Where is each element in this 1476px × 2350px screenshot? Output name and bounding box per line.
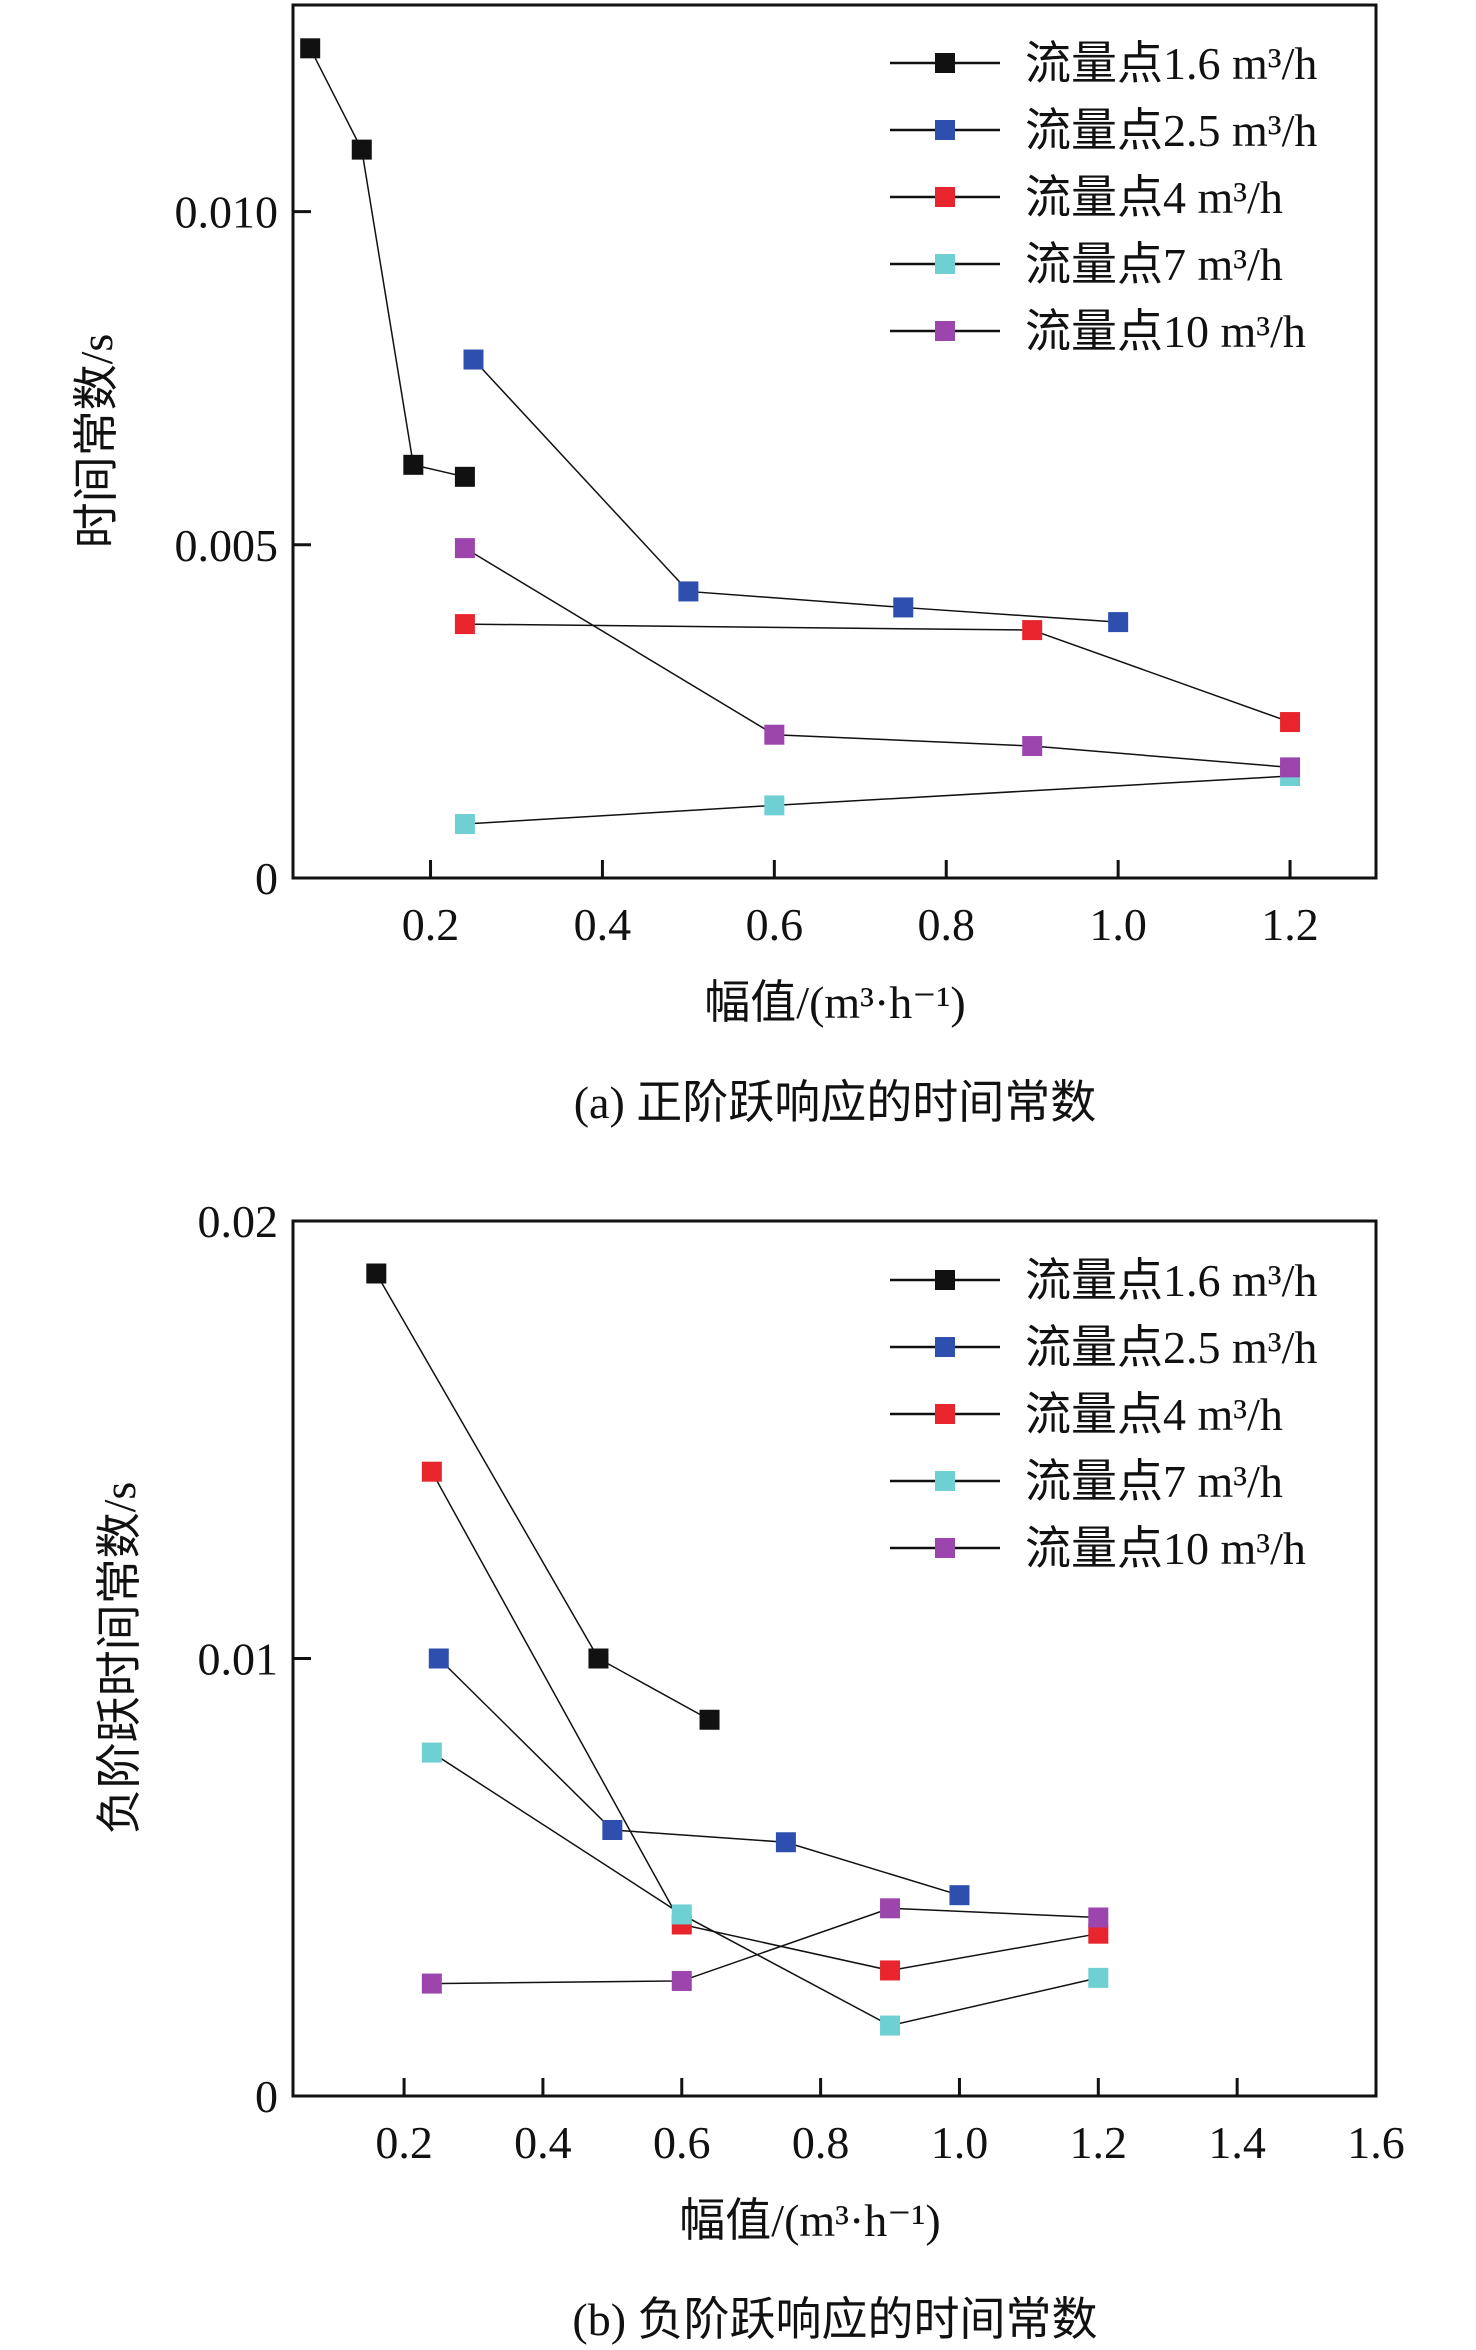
series-line — [464, 775, 1291, 825]
data-point — [1280, 712, 1301, 733]
legend-label: 流量点2.5 m³/h — [1025, 1322, 1317, 1373]
data-point — [454, 614, 475, 635]
chart-a-caption: (a) 正阶跃响应的时间常数 — [574, 1077, 1097, 1128]
series-line — [431, 1471, 1099, 1972]
legend-marker — [935, 1538, 955, 1558]
x-tick-label: 1.0 — [1089, 899, 1147, 950]
legend-marker — [935, 53, 955, 73]
legend-label: 流量点1.6 m³/h — [1025, 1255, 1317, 1306]
plot-frame — [291, 3, 1378, 880]
series-line — [464, 623, 1291, 723]
legend-marker — [935, 1404, 955, 1424]
x-tick-label: 0.2 — [375, 2117, 433, 2168]
data-point — [463, 349, 484, 370]
data-point — [764, 795, 785, 816]
legend-marker — [935, 321, 955, 341]
legend-marker — [935, 254, 955, 274]
data-point — [671, 1904, 692, 1925]
legend-label: 流量点4 m³/h — [1025, 172, 1283, 223]
data-point — [678, 581, 699, 602]
data-point — [351, 139, 372, 160]
legend-marker — [935, 1270, 955, 1290]
x-tick-label: 0.4 — [574, 899, 632, 950]
x-tick-label: 0.4 — [514, 2117, 572, 2168]
data-point — [1088, 1923, 1109, 1944]
x-tick-label: 0.6 — [746, 899, 804, 950]
y-tick-label: 0.010 — [175, 187, 279, 238]
legend-marker — [935, 187, 955, 207]
chart-b-x-axis-title: 幅值/(m³·h⁻¹) — [679, 2195, 940, 2246]
data-point — [300, 38, 321, 59]
series-line — [438, 1657, 960, 1896]
y-tick-label: 0 — [255, 2071, 278, 2122]
x-tick-label: 1.0 — [931, 2117, 989, 2168]
x-tick-label: 0.8 — [917, 899, 975, 950]
data-point — [1088, 1967, 1109, 1988]
data-point — [1280, 757, 1301, 778]
data-point — [880, 1898, 901, 1919]
chart-a-y-axis-title: 时间常数/s — [71, 334, 122, 549]
y-tick-label: 0.01 — [198, 1634, 279, 1685]
data-point — [421, 1461, 442, 1482]
data-point — [764, 724, 785, 745]
data-point — [454, 538, 475, 559]
data-point — [1022, 620, 1043, 641]
legend-label: 流量点1.6 m³/h — [1025, 38, 1317, 89]
data-point — [454, 466, 475, 487]
data-point — [880, 1960, 901, 1981]
x-tick-label: 1.6 — [1347, 2117, 1405, 2168]
series-line — [431, 1751, 1099, 2027]
chart-a-x-axis-title: 幅值/(m³·h⁻¹) — [704, 977, 965, 1028]
data-point — [699, 1709, 720, 1730]
data-point — [421, 1742, 442, 1763]
data-point — [893, 597, 914, 618]
series-line — [464, 547, 1291, 769]
data-point — [602, 1820, 623, 1840]
y-tick-label: 0.005 — [175, 520, 279, 571]
data-point — [1088, 1907, 1109, 1928]
data-point — [775, 1832, 796, 1853]
data-point — [588, 1648, 609, 1669]
legend-label: 流量点7 m³/h — [1025, 1456, 1283, 1507]
y-tick-label: 0.02 — [198, 1196, 279, 1247]
x-tick-label: 1.4 — [1208, 2117, 1266, 2168]
x-tick-label: 1.2 — [1261, 899, 1319, 950]
legend-label: 流量点10 m³/h — [1025, 1523, 1306, 1574]
series-line — [472, 359, 1119, 623]
data-point — [1108, 612, 1129, 633]
chart-b-negative-step: 负阶跃时间常数/s 幅值/(m³·h⁻¹) (b) 负阶跃响应的时间常数 0.2… — [94, 1196, 1405, 2345]
legend-label: 流量点7 m³/h — [1025, 239, 1283, 290]
x-tick-label: 0.8 — [792, 2117, 850, 2168]
legend-marker — [935, 1337, 955, 1357]
data-point — [428, 1648, 449, 1669]
legend-label: 流量点10 m³/h — [1025, 306, 1306, 357]
chart-b-caption: (b) 负阶跃响应的时间常数 — [572, 2294, 1097, 2345]
data-point — [880, 2015, 901, 2036]
series-line — [431, 1907, 1099, 1985]
legend-label: 流量点2.5 m³/h — [1025, 105, 1317, 156]
legend-label: 流量点4 m³/h — [1025, 1389, 1283, 1440]
legend-marker — [935, 120, 955, 140]
data-point — [421, 1973, 442, 1994]
data-point — [949, 1885, 970, 1906]
data-point — [366, 1263, 387, 1284]
x-tick-label: 0.2 — [402, 899, 460, 950]
x-tick-label: 0.6 — [653, 2117, 711, 2168]
chart-a-positive-step: 时间常数/s 幅值/(m³·h⁻¹) (a) 正阶跃响应的时间常数 0.2 0.4… — [71, 3, 1378, 1128]
x-tick-label: 1.2 — [1070, 2117, 1128, 2168]
legend-marker — [935, 1471, 955, 1491]
data-point — [403, 454, 424, 475]
data-point — [671, 1970, 692, 1991]
data-point — [454, 814, 475, 835]
series-line — [375, 1273, 710, 1721]
series-line — [309, 47, 466, 478]
data-point — [1022, 736, 1043, 757]
y-tick-label: 0 — [255, 853, 278, 904]
chart-b-y-axis-title: 负阶跃时间常数/s — [94, 1482, 145, 1835]
